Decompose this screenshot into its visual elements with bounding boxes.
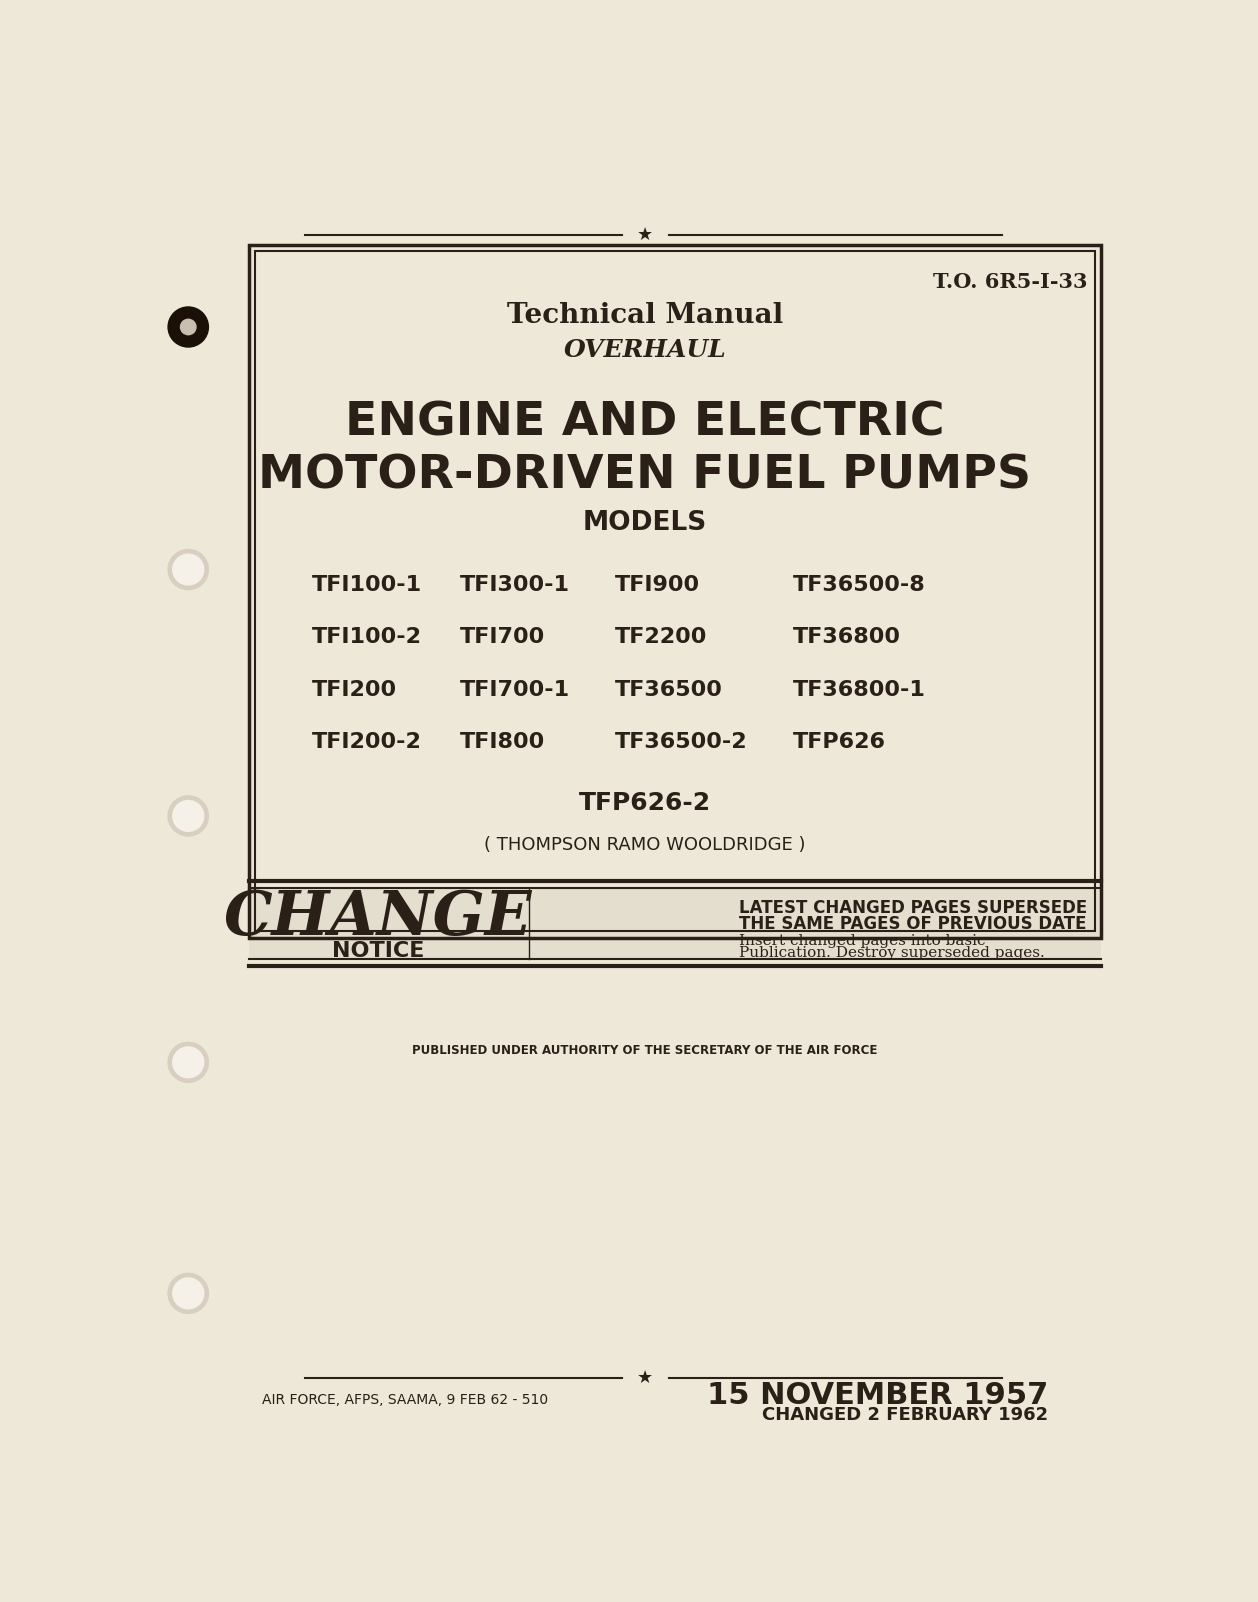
Text: TFI700: TFI700 xyxy=(459,628,545,647)
Text: 15 NOVEMBER 1957: 15 NOVEMBER 1957 xyxy=(707,1381,1048,1410)
Text: Insert changed pages into basic: Insert changed pages into basic xyxy=(738,934,985,948)
Text: CHANGED 2 FEBRUARY 1962: CHANGED 2 FEBRUARY 1962 xyxy=(762,1407,1048,1424)
Circle shape xyxy=(172,554,204,585)
Text: AIR FORCE, AFPS, SAAMA, 9 FEB 62 - 510: AIR FORCE, AFPS, SAAMA, 9 FEB 62 - 510 xyxy=(262,1392,548,1407)
Bar xyxy=(255,252,1094,931)
Text: LATEST CHANGED PAGES SUPERSEDE: LATEST CHANGED PAGES SUPERSEDE xyxy=(738,899,1087,918)
Text: PUBLISHED UNDER AUTHORITY OF THE SECRETARY OF THE AIR FORCE: PUBLISHED UNDER AUTHORITY OF THE SECRETA… xyxy=(413,1045,877,1057)
Circle shape xyxy=(169,549,209,590)
Text: ENGINE AND ELECTRIC: ENGINE AND ELECTRIC xyxy=(345,400,945,445)
Text: T.O. 6R5-I-33: T.O. 6R5-I-33 xyxy=(932,272,1087,292)
Text: TFI300-1: TFI300-1 xyxy=(459,575,570,594)
Text: TF36500-2: TF36500-2 xyxy=(614,732,747,751)
Text: TF36500-8: TF36500-8 xyxy=(793,575,926,594)
Text: Technical Manual: Technical Manual xyxy=(507,301,782,328)
Circle shape xyxy=(172,801,204,831)
Text: NOTICE: NOTICE xyxy=(332,942,424,961)
Circle shape xyxy=(169,1274,209,1314)
Text: MOTOR-DRIVEN FUEL PUMPS: MOTOR-DRIVEN FUEL PUMPS xyxy=(258,453,1032,498)
Text: ★: ★ xyxy=(637,226,653,244)
Text: TF36500: TF36500 xyxy=(614,679,722,700)
Text: TFI900: TFI900 xyxy=(614,575,699,594)
Circle shape xyxy=(180,319,196,335)
Circle shape xyxy=(169,308,209,348)
Text: TFI200-2: TFI200-2 xyxy=(312,732,423,751)
Bar xyxy=(249,889,1101,960)
Text: ( THOMPSON RAMO WOOLDRIDGE ): ( THOMPSON RAMO WOOLDRIDGE ) xyxy=(484,836,805,854)
Text: CHANGE: CHANGE xyxy=(224,888,532,947)
Text: OVERHAUL: OVERHAUL xyxy=(564,338,726,362)
Text: ★: ★ xyxy=(637,1370,653,1387)
Circle shape xyxy=(172,1278,204,1309)
Text: TFI100-2: TFI100-2 xyxy=(312,628,423,647)
Text: TF2200: TF2200 xyxy=(614,628,707,647)
Bar xyxy=(249,245,1101,937)
Circle shape xyxy=(169,796,209,836)
Text: TFP626-2: TFP626-2 xyxy=(579,791,711,815)
Text: TFI700-1: TFI700-1 xyxy=(459,679,570,700)
Text: TF36800: TF36800 xyxy=(793,628,901,647)
Text: TFI200: TFI200 xyxy=(312,679,398,700)
Circle shape xyxy=(172,1048,204,1078)
Text: MODELS: MODELS xyxy=(582,511,707,537)
Text: TF36800-1: TF36800-1 xyxy=(793,679,926,700)
Text: TFP626: TFP626 xyxy=(793,732,886,751)
Text: TFI100-1: TFI100-1 xyxy=(312,575,423,594)
Text: TFI800: TFI800 xyxy=(459,732,545,751)
Text: THE SAME PAGES OF PREVIOUS DATE: THE SAME PAGES OF PREVIOUS DATE xyxy=(738,915,1086,932)
Circle shape xyxy=(169,1043,209,1083)
Text: Publication. Destroy superseded pages.: Publication. Destroy superseded pages. xyxy=(738,947,1044,960)
